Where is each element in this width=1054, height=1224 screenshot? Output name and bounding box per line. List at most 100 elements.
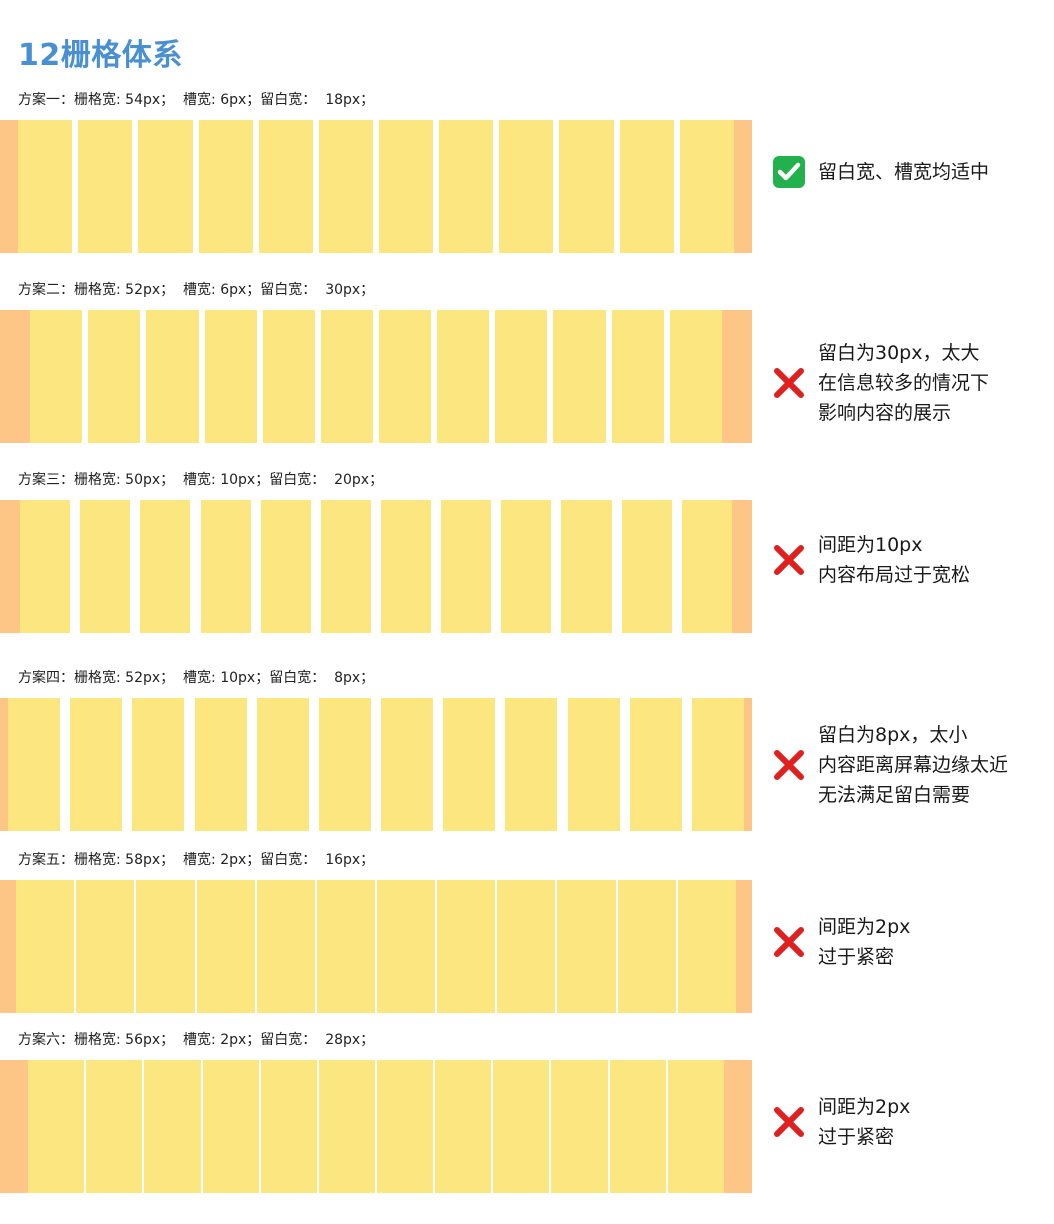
grid-column <box>140 500 191 633</box>
margin-right <box>743 698 752 831</box>
grid-column <box>260 1060 317 1193</box>
grid-column <box>379 310 432 443</box>
grid-column <box>443 698 496 831</box>
grid-column <box>88 310 141 443</box>
grid-column <box>318 698 371 831</box>
grid-column <box>679 120 734 253</box>
scheme-caption: 方案五：栅格宽: 58px； 槽宽: 2px；留白宽： 16px； <box>18 852 375 868</box>
grid-column <box>28 1060 85 1193</box>
grid-column <box>567 698 620 831</box>
grid-column <box>138 120 193 253</box>
grid-column <box>493 1060 550 1193</box>
margin-left <box>0 1060 29 1193</box>
grid-column <box>377 880 436 1013</box>
margin-left <box>0 500 21 633</box>
verdict-line: 内容距离屏幕边缘太近 <box>818 754 1009 776</box>
grid-column <box>495 310 548 443</box>
grid-diagram <box>0 880 752 1013</box>
grid-column <box>204 310 257 443</box>
grid-column <box>80 500 131 633</box>
verdict-line: 过于紧密 <box>818 946 895 968</box>
grid-column <box>437 880 496 1013</box>
margin-left <box>0 880 17 1013</box>
grid-column <box>681 500 732 633</box>
grid-column <box>20 500 71 633</box>
grid-column <box>8 698 61 831</box>
grid-column <box>551 1060 608 1193</box>
grid-diagram <box>0 1060 752 1193</box>
margin-right <box>721 310 752 443</box>
verdict-note: 间距为2px 过于紧密 <box>772 912 1042 972</box>
grid-column <box>146 310 199 443</box>
grid-column <box>260 500 311 633</box>
cross-icon <box>774 750 804 780</box>
grid-column <box>505 698 558 831</box>
scheme-caption: 方案四：栅格宽: 52px； 槽宽: 10px；留白宽： 8px； <box>18 670 375 686</box>
verdict-line: 间距为10px <box>818 534 923 556</box>
grid-column <box>16 880 75 1013</box>
check-icon <box>773 156 805 188</box>
grid-column <box>320 310 373 443</box>
verdict-text: 间距为2px 过于紧密 <box>818 1092 910 1152</box>
grid-column <box>677 880 736 1013</box>
grid-column <box>611 310 664 443</box>
grid-column <box>132 698 185 831</box>
cross-icon <box>774 1107 804 1137</box>
grid-column <box>86 1060 143 1193</box>
verdict-line: 留白宽、槽宽均适中 <box>818 161 990 183</box>
verdict-line: 留白为30px，太大 <box>818 342 980 364</box>
verdict-line: 影响内容的展示 <box>818 402 952 424</box>
grid-column <box>381 500 432 633</box>
grid-column <box>258 120 313 253</box>
grid-column <box>629 698 682 831</box>
grid-column <box>377 1060 434 1193</box>
cross-icon <box>774 545 804 575</box>
cross-icon <box>774 927 804 957</box>
scheme-caption: 方案三：栅格宽: 50px； 槽宽: 10px；留白宽： 20px； <box>18 472 384 488</box>
grid-column <box>667 1060 724 1193</box>
grid-column <box>441 500 492 633</box>
verdict-text: 留白为8px，太小 内容距离屏幕边缘太近 无法满足留白需要 <box>818 720 1008 810</box>
verdict-text: 间距为10px 内容布局过于宽松 <box>818 530 970 590</box>
grid-column <box>70 698 123 831</box>
scheme-caption: 方案一：栅格宽: 54px； 槽宽: 6px；留白宽： 18px； <box>18 92 375 108</box>
grid-column <box>144 1060 201 1193</box>
grid-column <box>202 1060 259 1193</box>
verdict-line: 内容布局过于宽松 <box>818 564 971 586</box>
grid-column <box>76 880 135 1013</box>
margin-right <box>735 880 752 1013</box>
grid-column <box>559 120 614 253</box>
grid-column <box>200 500 251 633</box>
grid-column <box>18 120 73 253</box>
verdict-note: 间距为10px 内容布局过于宽松 <box>772 530 1042 590</box>
grid-column <box>318 1060 375 1193</box>
grid-column <box>669 310 722 443</box>
grid-column <box>497 880 556 1013</box>
grid-column <box>78 120 133 253</box>
grid-column <box>316 880 375 1013</box>
grid-column <box>557 880 616 1013</box>
grid-column <box>30 310 83 443</box>
verdict-line: 无法满足留白需要 <box>818 784 971 806</box>
margin-left <box>0 310 31 443</box>
grid-column <box>553 310 606 443</box>
grid-column <box>439 120 494 253</box>
verdict-line: 过于紧密 <box>818 1126 895 1148</box>
grid-column <box>262 310 315 443</box>
grid-column <box>379 120 434 253</box>
margin-left <box>0 698 9 831</box>
grid-column <box>136 880 195 1013</box>
grid-column <box>381 698 434 831</box>
margin-right <box>731 500 752 633</box>
grid-diagram <box>0 120 752 253</box>
verdict-line: 间距为2px <box>818 1096 911 1118</box>
grid-diagram <box>0 698 752 831</box>
grid-column <box>194 698 247 831</box>
grid-column <box>435 1060 492 1193</box>
grid-column <box>501 500 552 633</box>
grid-column <box>619 120 674 253</box>
grid-column <box>617 880 676 1013</box>
scheme-caption: 方案六：栅格宽: 56px； 槽宽: 2px；留白宽： 28px； <box>18 1032 375 1048</box>
verdict-note: 留白为8px，太小 内容距离屏幕边缘太近 无法满足留白需要 <box>772 720 1042 810</box>
grid-column <box>437 310 490 443</box>
